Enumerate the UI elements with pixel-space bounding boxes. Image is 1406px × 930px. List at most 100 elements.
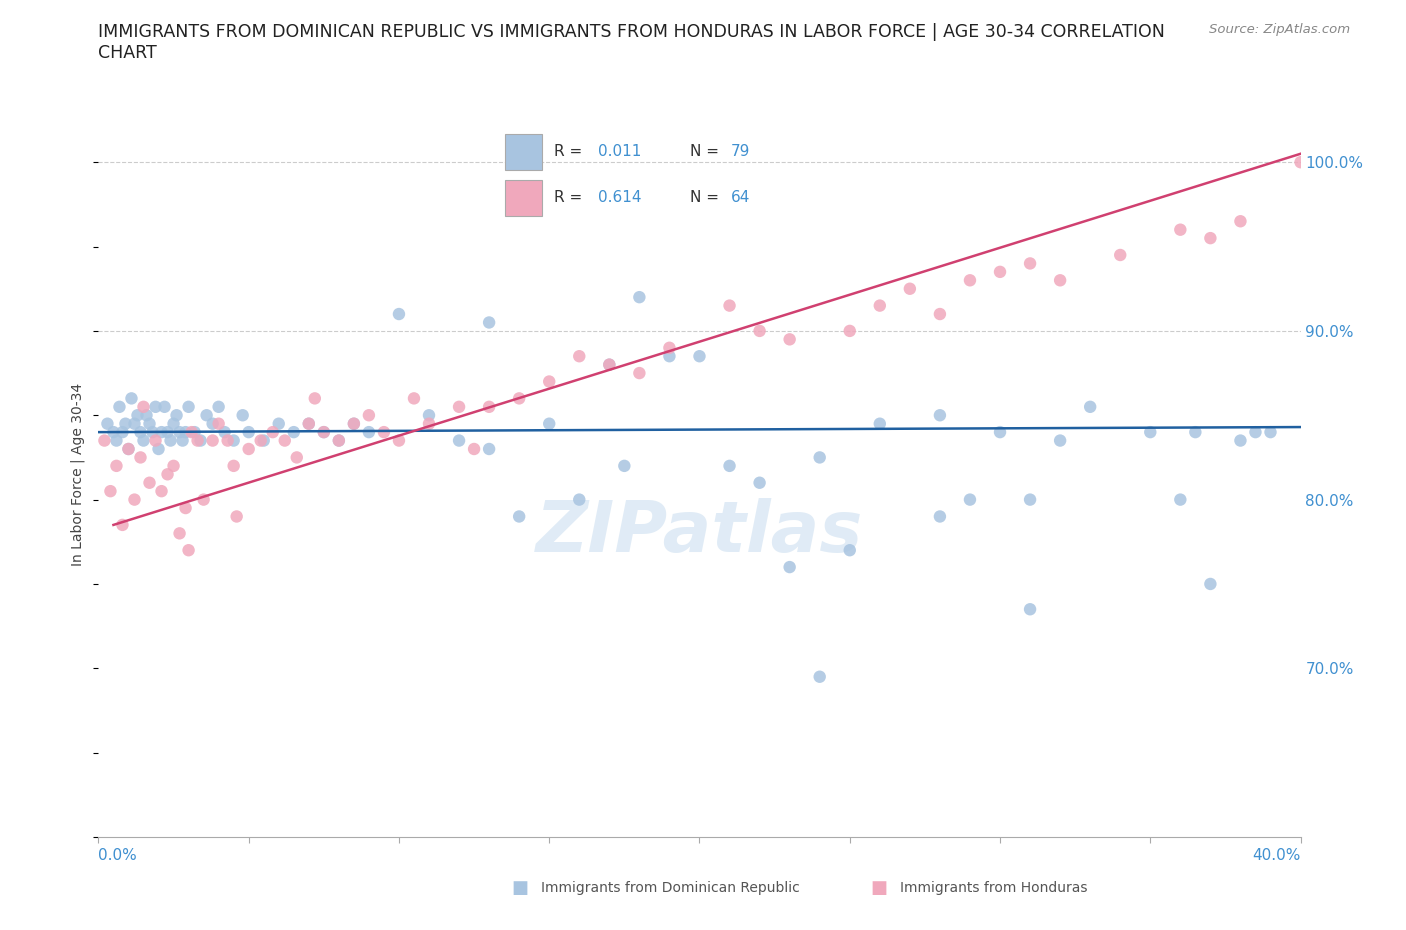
Point — [262, 425, 284, 440]
Point — [150, 484, 173, 498]
Point — [718, 299, 741, 313]
Point — [172, 433, 194, 448]
Point — [478, 442, 501, 457]
Point — [195, 408, 218, 423]
Point — [105, 458, 128, 473]
Point — [988, 425, 1011, 440]
Point — [1078, 399, 1101, 414]
Point — [148, 442, 170, 457]
Point — [238, 442, 260, 457]
Point — [138, 475, 160, 490]
Point — [298, 417, 321, 432]
Text: N =: N = — [690, 190, 724, 206]
Point — [343, 417, 366, 432]
Point — [105, 433, 128, 448]
Point — [274, 433, 297, 448]
Point — [1019, 256, 1042, 271]
Point — [689, 349, 711, 364]
Point — [1289, 154, 1312, 169]
Point — [145, 399, 167, 414]
Point — [141, 425, 163, 440]
Point — [135, 408, 157, 423]
Point — [373, 425, 395, 440]
Text: ZIPatlas: ZIPatlas — [536, 498, 863, 566]
Text: ■: ■ — [512, 879, 529, 897]
Text: 0.0%: 0.0% — [98, 848, 138, 863]
Point — [183, 425, 205, 440]
Point — [388, 433, 411, 448]
Point — [748, 324, 770, 339]
Point — [96, 417, 118, 432]
Point — [162, 458, 184, 473]
Point — [388, 307, 411, 322]
Text: R =: R = — [554, 144, 588, 159]
Point — [808, 450, 831, 465]
Point — [328, 433, 350, 448]
Point — [156, 425, 179, 440]
Point — [779, 332, 801, 347]
Text: 0.011: 0.011 — [598, 144, 641, 159]
Point — [538, 374, 561, 389]
Point — [658, 349, 681, 364]
Point — [328, 433, 350, 448]
Point — [174, 500, 197, 515]
Point — [103, 425, 125, 440]
Point — [929, 408, 952, 423]
Point — [208, 417, 231, 432]
Point — [166, 408, 188, 423]
Point — [869, 299, 891, 313]
Point — [808, 670, 831, 684]
Point — [1109, 247, 1132, 262]
Point — [1229, 214, 1251, 229]
Point — [129, 450, 152, 465]
Point — [121, 391, 143, 405]
Point — [718, 458, 741, 473]
Point — [253, 433, 276, 448]
Point — [1199, 577, 1222, 591]
Point — [658, 340, 681, 355]
Y-axis label: In Labor Force | Age 30-34: In Labor Force | Age 30-34 — [70, 383, 86, 565]
Point — [447, 399, 470, 414]
Point — [100, 484, 122, 498]
Point — [283, 425, 305, 440]
Point — [1170, 222, 1192, 237]
Text: 64: 64 — [731, 190, 751, 206]
Point — [177, 399, 200, 414]
Point — [1184, 425, 1206, 440]
Point — [343, 417, 366, 432]
Point — [267, 417, 290, 432]
Point — [190, 433, 212, 448]
Point — [238, 425, 260, 440]
Point — [124, 417, 146, 432]
Point — [193, 492, 215, 507]
Point — [132, 399, 155, 414]
Point — [225, 509, 247, 524]
Point — [145, 433, 167, 448]
Point — [748, 475, 770, 490]
Point — [111, 517, 134, 532]
Point — [628, 290, 651, 305]
Point — [628, 365, 651, 380]
Point — [156, 467, 179, 482]
Point — [232, 408, 254, 423]
Point — [159, 433, 181, 448]
Point — [478, 315, 501, 330]
Point — [1229, 433, 1251, 448]
Point — [312, 425, 335, 440]
Point — [508, 391, 530, 405]
Point — [114, 417, 136, 432]
Point — [463, 442, 485, 457]
Point — [208, 399, 231, 414]
Point — [1199, 231, 1222, 246]
Point — [538, 417, 561, 432]
Point — [478, 399, 501, 414]
Point — [1049, 433, 1071, 448]
Point — [180, 425, 202, 440]
Point — [613, 458, 636, 473]
Point — [201, 433, 224, 448]
Point — [108, 399, 131, 414]
Point — [298, 417, 321, 432]
FancyBboxPatch shape — [505, 134, 543, 170]
Point — [312, 425, 335, 440]
Text: Source: ZipAtlas.com: Source: ZipAtlas.com — [1209, 23, 1350, 36]
